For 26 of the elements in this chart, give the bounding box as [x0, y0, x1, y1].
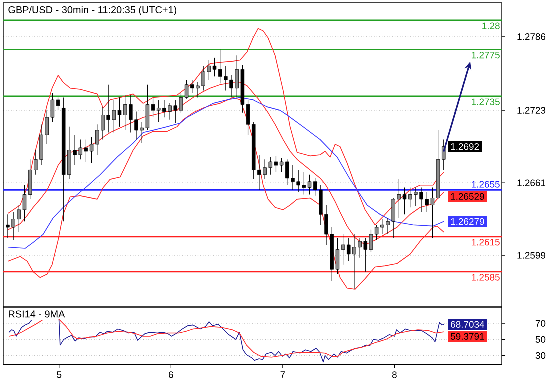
ref-line-label: 1.28 [482, 22, 500, 30]
y-tick-label: 1.2723 [518, 107, 546, 114]
y-tick-label: 50 [536, 336, 546, 344]
chart-title: GBP/USD - 30min - 11:20:35 (UTC+1) [8, 6, 177, 16]
y-tick-label: 1.2661 [518, 180, 546, 186]
data-label: 1.26279 [451, 218, 484, 226]
line-series [8, 28, 444, 226]
data-label: 59.3791 [450, 333, 484, 340]
chart-title: RSI14 - 9MA [9, 310, 66, 318]
y-tick-label: 1.2786 [518, 34, 546, 40]
data-label: 68.7034 [451, 321, 485, 328]
y-tick-label: 1.2599 [518, 252, 546, 259]
ref-line-label: 1.2735 [472, 98, 500, 106]
ref-line-label: 1.2615 [472, 239, 500, 246]
candlestick [56, 97, 60, 111]
y-tick-label: 30 [536, 352, 546, 360]
data-label: 1.26529 [451, 193, 484, 200]
x-tick-label: 6 [169, 372, 174, 378]
x-tick-label: 8 [392, 372, 397, 378]
x-tick-label: 5 [57, 372, 62, 378]
text: 1.2692 [451, 143, 480, 150]
y-tick-label: 70 [536, 320, 546, 327]
ref-line-label: 1.2585 [472, 274, 500, 281]
ref-line-label: 1.2775 [472, 52, 500, 59]
x-tick-label: 7 [280, 372, 286, 378]
ref-line-label: 1.2655 [472, 181, 500, 188]
